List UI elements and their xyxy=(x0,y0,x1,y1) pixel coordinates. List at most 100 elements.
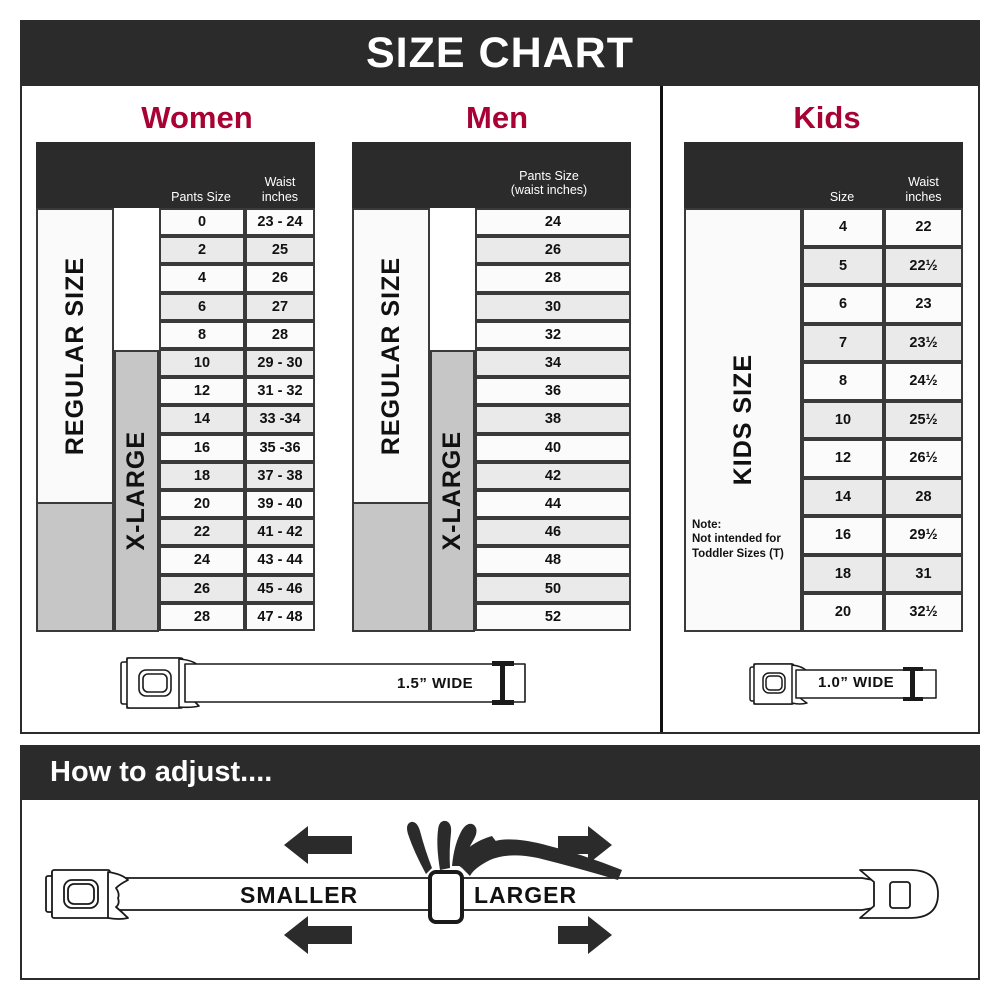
kids-cell-waist: 25½ xyxy=(884,400,963,439)
men-col-header-pants-size: Pants Size (waist inches) xyxy=(510,168,588,197)
women-cell-waist: 26 xyxy=(245,264,315,293)
kids-cell-waist: 28 xyxy=(884,477,963,516)
men-cell-size: 44 xyxy=(475,490,631,519)
belt-width-measure-marks xyxy=(492,661,514,705)
women-cell-waist: 35 -36 xyxy=(245,433,315,462)
kids-cell-waist: 22½ xyxy=(884,246,963,285)
men-category-regular-size-label: REGULAR SIZE xyxy=(376,256,405,456)
women-size-table: Pants Size Waist inches REGULAR SIZE X-L… xyxy=(36,142,326,632)
women-category-x-large xyxy=(36,504,114,632)
label-larger: LARGER xyxy=(474,882,578,908)
women-cell-waist: 33 -34 xyxy=(245,405,315,434)
women-cell-waist: 43 - 44 xyxy=(245,546,315,575)
men-category-x-large xyxy=(352,504,430,632)
kids-cell-waist: 23½ xyxy=(884,323,963,362)
kids-cell-size: 10 xyxy=(802,400,884,439)
section-heading-kids: Kids xyxy=(793,100,861,135)
women-cell-size: 12 xyxy=(159,377,245,406)
men-cell-size: 46 xyxy=(475,518,631,547)
arrow-smaller-top xyxy=(284,826,352,864)
page-title-bar: SIZE CHART xyxy=(20,20,980,86)
kids-col-header-waist: Waist inches xyxy=(905,175,942,204)
arrow-larger-top xyxy=(558,826,612,864)
women-cell-size: 24 xyxy=(159,546,245,575)
how-to-adjust-panel: SMALLER LARGER xyxy=(20,800,980,980)
women-cell-waist: 27 xyxy=(245,292,315,321)
men-cell-size: 42 xyxy=(475,461,631,490)
men-category-x-large-label: X-LARGE xyxy=(438,431,466,551)
women-cell-waist: 23 - 24 xyxy=(245,208,315,237)
kids-cell-size: 5 xyxy=(802,246,884,285)
women-cell-size: 0 xyxy=(159,208,245,237)
kids-cell-size: 14 xyxy=(802,477,884,516)
belt-buckle xyxy=(45,869,129,920)
kids-cell-size: 4 xyxy=(802,208,884,247)
kids-belt-width-label: 1.0” WIDE xyxy=(818,674,895,691)
label-smaller: SMALLER xyxy=(240,882,359,908)
women-category-x-large-label: X-LARGE xyxy=(122,431,150,551)
women-category-regular-size: REGULAR SIZE xyxy=(36,208,114,504)
kids-cell-size: 8 xyxy=(802,362,884,401)
men-cell-size: 40 xyxy=(475,433,631,462)
men-cell-size: 24 xyxy=(475,208,631,237)
kids-cell-waist: 23 xyxy=(884,285,963,324)
arrow-smaller-bottom xyxy=(284,916,352,954)
how-to-adjust-bar: How to adjust.... xyxy=(20,745,980,800)
kids-note: Note: Not intended for Toddler Sizes (T) xyxy=(692,519,784,560)
women-col-header-pants-size: Pants Size xyxy=(171,189,231,204)
men-cell-size: 50 xyxy=(475,574,631,603)
kids-cell-waist: 31 xyxy=(884,554,963,593)
women-cell-size: 10 xyxy=(159,349,245,378)
women-cell-size: 22 xyxy=(159,518,245,547)
women-cell-size: 4 xyxy=(159,264,245,293)
women-cell-size: 16 xyxy=(159,433,245,462)
arrow-larger-bottom xyxy=(558,916,612,954)
women-cell-waist: 39 - 40 xyxy=(245,490,315,519)
kids-belt-width-measure-marks xyxy=(903,667,923,701)
belt-adjust-illustration xyxy=(45,820,939,954)
belt-adjuster-clip xyxy=(428,870,464,924)
women-cell-size: 8 xyxy=(159,320,245,349)
men-cell-size: 28 xyxy=(475,264,631,293)
kids-col-header-size: Size xyxy=(829,189,855,204)
adult-belt-diagram: 1.5” WIDE xyxy=(107,648,547,718)
kids-cell-size: 20 xyxy=(802,593,884,632)
kids-cell-size: 7 xyxy=(802,323,884,362)
women-cell-size: 28 xyxy=(159,602,245,631)
women-cell-size: 26 xyxy=(159,574,245,603)
men-cell-size: 34 xyxy=(475,349,631,378)
kids-cell-waist: 32½ xyxy=(884,593,963,632)
men-cell-size: 52 xyxy=(475,602,631,631)
kids-cell-size: 18 xyxy=(802,554,884,593)
how-to-adjust-title: How to adjust.... xyxy=(50,756,273,788)
men-table-header xyxy=(352,142,631,208)
women-cell-size: 6 xyxy=(159,292,245,321)
men-category-x-large-col: X-LARGE xyxy=(430,350,475,632)
women-cell-size: 14 xyxy=(159,405,245,434)
men-cell-size: 36 xyxy=(475,377,631,406)
kids-cell-waist: 24½ xyxy=(884,362,963,401)
kids-cell-size: 6 xyxy=(802,285,884,324)
women-cell-waist: 29 - 30 xyxy=(245,349,315,378)
kids-belt-diagram: 1.0” WIDE xyxy=(740,656,950,712)
kids-table-header xyxy=(684,142,963,208)
women-cell-waist: 25 xyxy=(245,236,315,265)
kids-category-kids-size-label: KIDS SIZE xyxy=(728,354,757,486)
women-cell-waist: 31 - 32 xyxy=(245,377,315,406)
women-cell-size: 18 xyxy=(159,461,245,490)
women-table-header xyxy=(36,142,315,208)
men-cell-size: 26 xyxy=(475,236,631,265)
men-cell-size: 48 xyxy=(475,546,631,575)
kids-cell-size: 12 xyxy=(802,439,884,478)
women-category-regular-size-label: REGULAR SIZE xyxy=(60,256,89,456)
men-cell-size: 38 xyxy=(475,405,631,434)
men-cell-size: 32 xyxy=(475,320,631,349)
women-cell-size: 20 xyxy=(159,490,245,519)
kids-cell-waist: 29½ xyxy=(884,516,963,555)
belt-tip xyxy=(859,869,939,919)
section-heading-men: Men xyxy=(466,100,528,135)
adult-belt-width-label: 1.5” WIDE xyxy=(397,675,474,692)
kids-cell-waist: 26½ xyxy=(884,439,963,478)
kids-category-kids-size: KIDS SIZE xyxy=(684,208,802,632)
